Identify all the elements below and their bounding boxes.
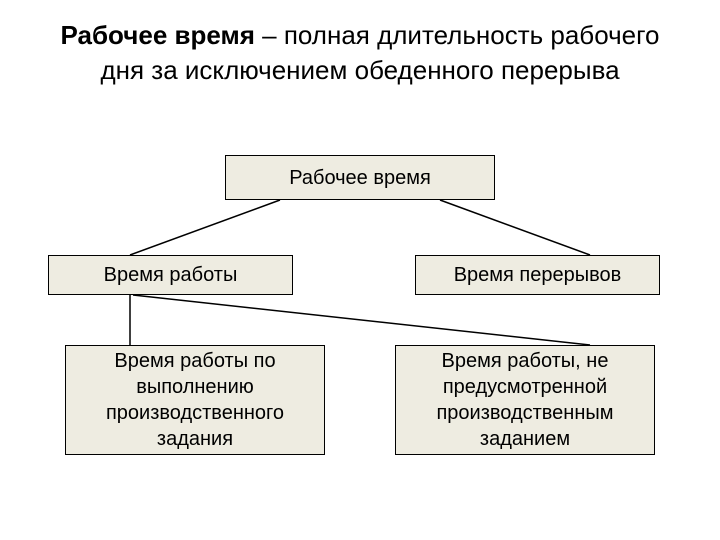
diagram-title: Рабочее время – полная длительность рабо… <box>0 0 720 88</box>
node-root: Рабочее время <box>225 155 495 200</box>
node-task-work: Время работы по выполнению производствен… <box>65 345 325 455</box>
node-task-work-label: Время работы по выполнению производствен… <box>74 348 316 452</box>
node-break-time: Время перерывов <box>415 255 660 295</box>
node-work-time-label: Время работы <box>104 262 238 288</box>
node-work-time: Время работы <box>48 255 293 295</box>
node-nontask-work: Время работы, не предусмотренной произво… <box>395 345 655 455</box>
node-nontask-work-label: Время работы, не предусмотренной произво… <box>404 348 646 452</box>
node-root-label: Рабочее время <box>289 165 431 191</box>
node-break-time-label: Время перерывов <box>454 262 622 288</box>
title-bold: Рабочее время <box>61 20 255 50</box>
